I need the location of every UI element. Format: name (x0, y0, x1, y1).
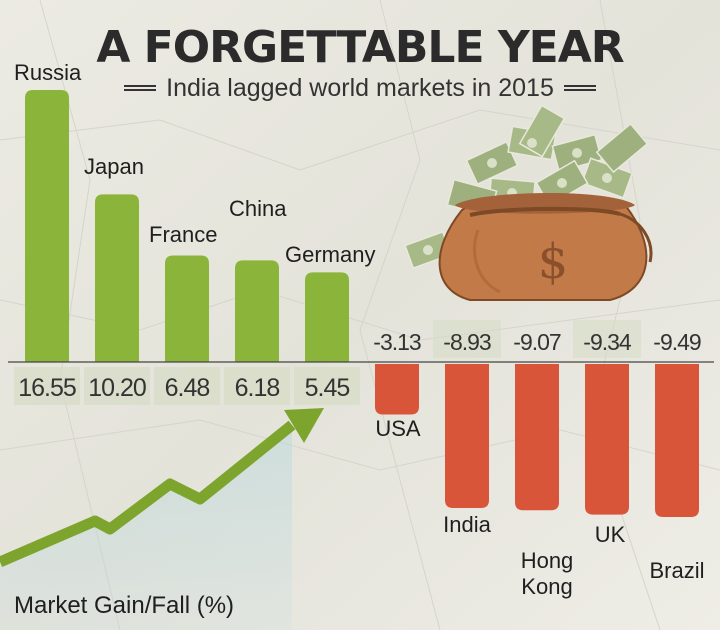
value-box-uk (573, 320, 641, 358)
subtitle-rule-left (124, 85, 157, 91)
growth-arrow-icon (0, 408, 324, 568)
bar-france (165, 255, 209, 362)
value-label-france: 6.48 (165, 374, 210, 402)
value-label-brazil: -9.49 (653, 329, 701, 355)
value-label-china: 6.18 (235, 374, 280, 402)
bar-hong-kong (515, 364, 559, 511)
category-label-india: India (443, 512, 491, 537)
category-label-france: France (149, 222, 217, 247)
dollar-sign: $ (538, 234, 569, 290)
y-axis-label: Market Gain/Fall (%) (14, 592, 235, 619)
value-label-germany: 5.45 (305, 374, 350, 402)
category-label-germany: Germany (285, 242, 375, 267)
value-label-usa: -3.13 (373, 329, 421, 355)
value-label-boxes (14, 320, 641, 405)
category-label-china: China (229, 196, 287, 221)
value-label-uk: -9.34 (583, 329, 632, 355)
bar-brazil (655, 364, 699, 517)
value-box-germany (294, 367, 360, 405)
bar-china (235, 260, 279, 362)
value-box-france (154, 367, 220, 405)
bar-japan (95, 194, 139, 362)
value-box-china (224, 367, 290, 405)
page-title: A FORGETTABLE YEAR (96, 22, 624, 73)
bar-india (445, 364, 489, 508)
value-label-hong-kong: -9.07 (513, 329, 561, 355)
category-label-brazil: Brazil (649, 558, 704, 583)
bar-russia (25, 90, 69, 362)
category-label-hong-kong: Hong Kong (521, 548, 574, 599)
subtitle: India lagged world markets in 2015 (166, 73, 554, 102)
value-box-russia (14, 367, 80, 405)
value-box-japan (84, 367, 150, 405)
growth-area (0, 428, 292, 630)
bar-germany (305, 272, 349, 362)
category-label-uk: UK (595, 522, 626, 547)
subtitle-rule-right (563, 85, 596, 91)
value-label-japan: 10.20 (88, 374, 146, 402)
bar-uk (585, 364, 629, 515)
bar-usa (375, 364, 419, 415)
category-label-russia: Russia (14, 60, 82, 85)
value-label-russia: 16.55 (18, 374, 76, 402)
category-label-japan: Japan (84, 154, 144, 179)
value-label-india: -8.93 (443, 329, 491, 355)
subtitle-row: India lagged world markets in 2015 (0, 73, 720, 103)
labels: 16.55 Russia 10.20 Japan 6.48 France 6.18 China… (14, 60, 705, 599)
value-box-india (433, 320, 501, 358)
bars (25, 90, 699, 517)
category-label-usa: USA (375, 416, 421, 441)
